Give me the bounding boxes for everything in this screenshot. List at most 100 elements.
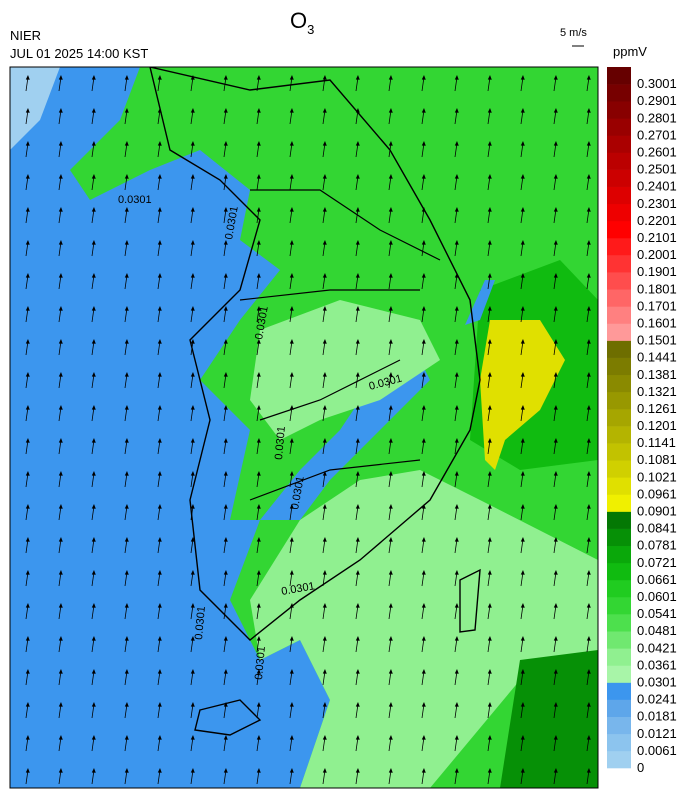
colorbar-label: 0.1321 [637, 384, 677, 399]
wind-vectors [10, 67, 598, 788]
colorbar-label: 0.0481 [637, 623, 677, 638]
colorbar-segment [607, 135, 631, 153]
colorbar-label: 0.0661 [637, 572, 677, 587]
timestamp: JUL 01 2025 14:00 KST [10, 46, 148, 61]
colorbar-label: 0.0121 [637, 726, 677, 741]
colorbar-label: 0.2001 [637, 247, 677, 262]
colorbar-label: 0.1901 [637, 264, 677, 279]
colorbar-segment [607, 272, 631, 290]
agency: NIER [10, 28, 41, 43]
colorbar-segment [607, 460, 631, 478]
colorbar-segment [607, 579, 631, 598]
colorbar-segment [607, 255, 631, 273]
contour-labels: 0.03010.03010.03010.03010.03010.03010.03… [118, 194, 403, 680]
colorbar-label: 0.1021 [637, 469, 677, 484]
colorbar-segment [607, 391, 631, 410]
contour-label: 0.0301 [280, 580, 315, 598]
colorbar-label: 0.1141 [637, 435, 676, 450]
contour-label: 0.0301 [253, 646, 268, 681]
colorbar-segment [607, 733, 631, 752]
colorbar-segment [607, 323, 631, 341]
colorbar-segment [607, 631, 631, 649]
colorbar-label: 0.2601 [637, 144, 677, 159]
colorbar-segment [607, 477, 631, 495]
colorbar-segment [607, 528, 631, 547]
contour-label: 0.0301 [273, 426, 288, 461]
contour-label: 0.0301 [253, 305, 271, 340]
colorbar-label: 0.1081 [637, 452, 677, 467]
colorbar-label: 0.3001 [637, 76, 677, 91]
colorbar-segment [607, 340, 631, 358]
colorbar-label: 0.2501 [637, 162, 677, 177]
colorbar-label: 0.0901 [637, 504, 677, 519]
unit: ppmV [613, 44, 647, 59]
colorbar-segment [607, 67, 631, 85]
concentration-field [10, 67, 598, 788]
colorbar-segment [607, 699, 631, 718]
colorbar-label: 0.0361 [637, 657, 677, 672]
colorbar-label: 0 [637, 760, 644, 775]
colorbar-segment [607, 682, 631, 700]
colorbar-segment [607, 648, 631, 666]
colorbar-label: 0.2701 [637, 127, 677, 142]
colorbar-segment [607, 597, 631, 615]
colorbar: 0 0.0061 0.0121 0.0181 0.0241 0.0301 0.0361 0.0… [607, 67, 677, 775]
colorbar-label: 0.0721 [637, 555, 677, 570]
colorbar-label: 0.1701 [637, 298, 677, 313]
colorbar-label: 0.1501 [637, 333, 677, 348]
colorbar-segment [607, 84, 631, 102]
colorbar-segment [607, 443, 631, 461]
colorbar-label: 0.0961 [637, 486, 677, 501]
colorbar-label: 0.0301 [637, 675, 677, 690]
colorbar-segment [607, 545, 631, 564]
colorbar-label: 0.0061 [637, 743, 677, 758]
colorbar-segment [607, 494, 631, 512]
contour-label: 0.0301 [289, 475, 307, 510]
colorbar-label: 0.2901 [637, 93, 677, 108]
colorbar-segment [607, 716, 631, 735]
colorbar-segment [607, 614, 631, 632]
wind-scale-label: 5 m/s [560, 27, 587, 39]
colorbar-label: 0.2301 [637, 196, 677, 211]
colorbar-segment [607, 220, 631, 239]
colorbar-segment [607, 750, 631, 769]
colorbar-segment [607, 511, 631, 529]
colorbar-segment [607, 152, 631, 170]
colorbar-segment [607, 562, 631, 581]
colorbar-segment [607, 101, 631, 119]
colorbar-label: 0.0241 [637, 692, 677, 707]
colorbar-label: 0.2801 [637, 110, 677, 125]
colorbar-segment [607, 665, 631, 683]
colorbar-label: 0.0181 [637, 709, 677, 724]
contour-label: 0.0301 [223, 205, 241, 240]
colorbar-label: 0.2101 [637, 230, 677, 245]
colorbar-segment [607, 118, 631, 136]
colorbar-label: 0.1601 [637, 315, 677, 330]
colorbar-segment [607, 169, 631, 187]
colorbar-label: 0.1201 [637, 418, 677, 433]
contour-label: 0.0301 [193, 606, 208, 641]
colorbar-segment [607, 289, 631, 307]
colorbar-label: 0.1441 [637, 350, 677, 365]
colorbar-label: 0.1261 [637, 401, 677, 416]
colorbar-segment [607, 306, 631, 324]
colorbar-label: 0.1801 [637, 281, 677, 296]
colorbar-label: 0.0601 [637, 589, 677, 604]
colorbar-segment [607, 237, 631, 256]
colorbar-segment [607, 357, 631, 376]
title: O3 [290, 8, 314, 37]
colorbar-label: 0.2201 [637, 213, 677, 228]
colorbar-label: 0.2401 [637, 179, 677, 194]
colorbar-label: 0.0421 [637, 640, 677, 655]
colorbar-segment [607, 186, 631, 205]
colorbar-label: 0.0781 [637, 538, 677, 553]
colorbar-label: 0.0841 [637, 521, 677, 536]
colorbar-label: 0.0541 [637, 606, 677, 621]
map-frame [9, 66, 599, 789]
colorbar-segment [607, 374, 631, 393]
contour-label: 0.0301 [118, 194, 152, 206]
colorbar-segment [607, 408, 631, 427]
colorbar-segment [607, 426, 631, 444]
colorbar-segment [607, 203, 631, 222]
